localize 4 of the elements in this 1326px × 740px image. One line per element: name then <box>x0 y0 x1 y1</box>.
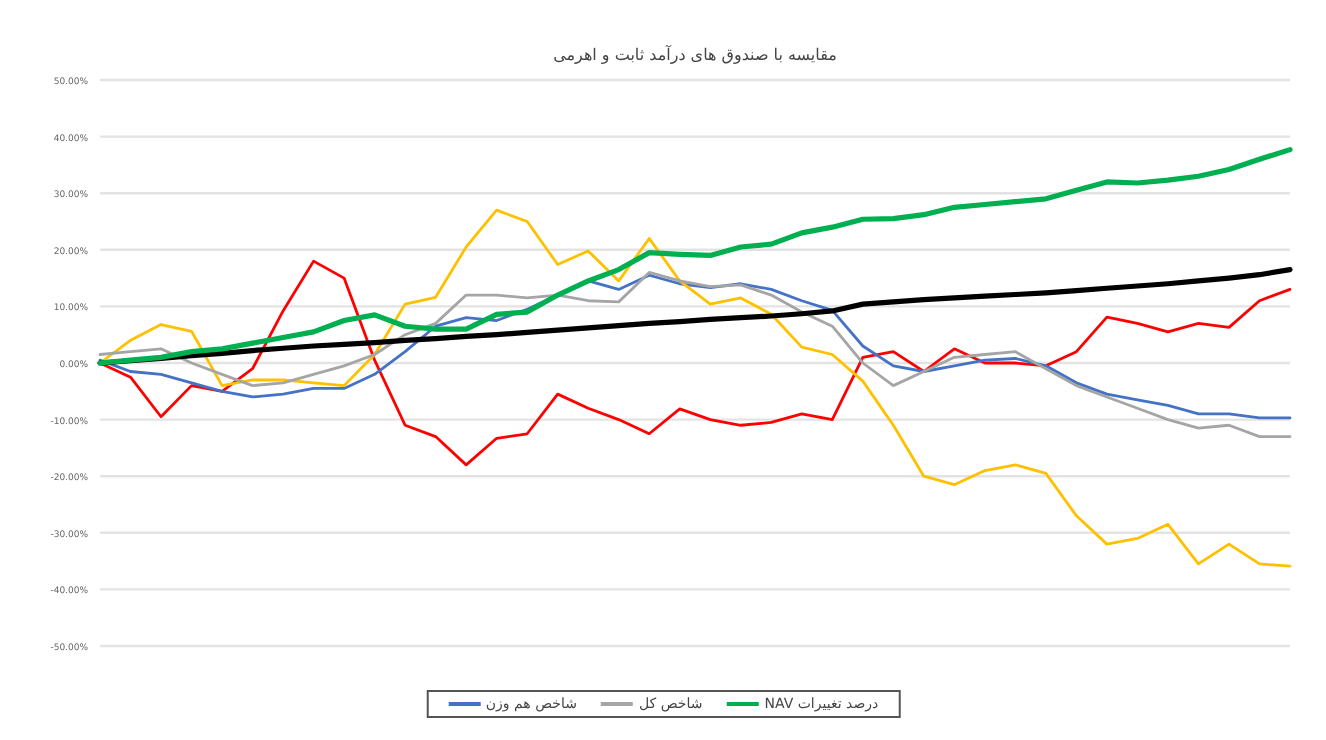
line-series <box>98 208 1292 568</box>
chart-title: مقایسه با صندوق های درآمد ثابت و اهرمی <box>553 44 837 64</box>
line-series <box>97 147 1293 366</box>
line-series <box>98 259 1292 467</box>
